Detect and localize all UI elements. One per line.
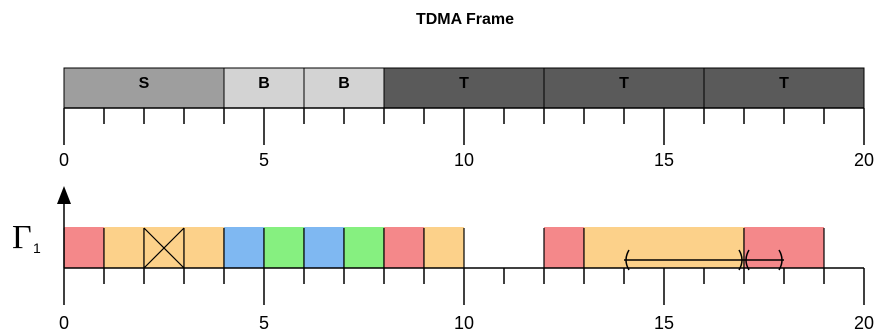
schedule-slot xyxy=(584,228,744,268)
schedule-slot xyxy=(184,228,224,268)
schedule-axis xyxy=(57,186,865,305)
tick-label: 5 xyxy=(259,150,269,170)
schedule-slots xyxy=(63,227,825,269)
tick-label: 0 xyxy=(59,150,69,170)
frame-segment-label: T xyxy=(459,75,469,92)
schedule-slot xyxy=(744,228,824,268)
tick-label: 15 xyxy=(654,313,674,333)
tick-label: 15 xyxy=(654,150,674,170)
schedule-intervals xyxy=(624,249,784,271)
schedule-slot xyxy=(104,228,144,268)
y-axis-arrow-icon xyxy=(57,186,71,204)
tick-label: 20 xyxy=(854,313,874,333)
interval-close-bracket xyxy=(778,249,783,271)
frame-segment-label: B xyxy=(338,75,350,92)
frame-segment xyxy=(383,67,545,109)
frame-segment-label: S xyxy=(139,75,150,92)
tick-label: 20 xyxy=(854,150,874,170)
schedule-slot xyxy=(224,228,264,268)
cross-mark-icon xyxy=(143,227,185,269)
schedule-slot xyxy=(64,228,104,268)
tick-label: 10 xyxy=(454,313,474,333)
frame-segment xyxy=(303,67,385,109)
frame-segment xyxy=(703,67,865,109)
interval-close-bracket xyxy=(738,249,743,271)
interval-open-bracket xyxy=(625,249,630,271)
schedule-slot xyxy=(424,228,464,268)
frame-tick-labels: 0 5 10 15 20 xyxy=(59,150,874,170)
gamma-symbol: Γ xyxy=(12,219,32,256)
frame-segment-label: B xyxy=(258,75,270,92)
schedule-slot xyxy=(304,228,344,268)
interval-open-bracket xyxy=(745,249,750,271)
frame-segment xyxy=(223,67,305,109)
tick-label: 10 xyxy=(454,150,474,170)
frame-title: TDMA Frame xyxy=(416,11,514,28)
gamma-axis-label: Γ 1 xyxy=(12,219,41,256)
frame-axis xyxy=(63,107,865,145)
schedule-slot xyxy=(344,228,384,268)
schedule-slot xyxy=(544,228,584,268)
schedule-tick-labels: 0 5 10 15 20 xyxy=(59,313,874,333)
tick-label: 5 xyxy=(259,313,269,333)
schedule-slot xyxy=(264,228,304,268)
schedule-slot xyxy=(384,228,424,268)
frame-segment-label: T xyxy=(619,75,629,92)
frame-segment-label: T xyxy=(779,75,789,92)
gamma-subscript: 1 xyxy=(33,240,41,256)
tick-label: 0 xyxy=(59,313,69,333)
frame-segment xyxy=(63,67,225,109)
